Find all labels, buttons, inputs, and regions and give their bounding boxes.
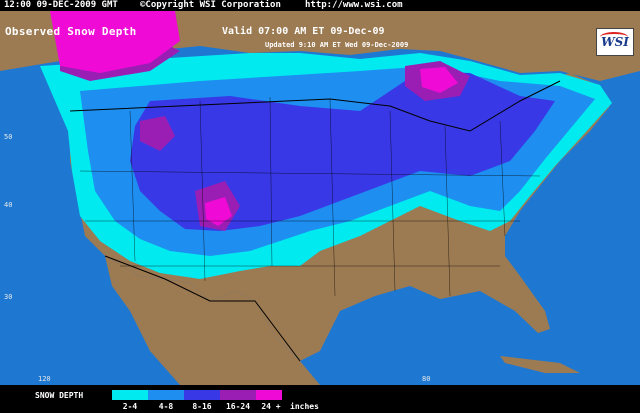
lat-label-40: 40 (4, 201, 13, 209)
header-url[interactable]: http://www.wsi.com (305, 0, 403, 10)
legend-label-4-8: 4-8 (158, 402, 174, 411)
header-bar: 12:00 09-DEC-2009 GMT ©Copyright WSI Cor… (0, 0, 640, 11)
mexico-land (105, 256, 320, 385)
snow-8-16 (130, 71, 555, 231)
map-title: Observed Snow Depth (5, 25, 137, 38)
legend-swatch-8-16 (184, 390, 220, 400)
lon-label-80: 80 (422, 375, 431, 383)
state-borders (79, 96, 541, 297)
legend: SNOW DEPTH 2-4 4-8 8-16 16-24 24 + inche… (0, 385, 640, 413)
header-timestamp: 12:00 09-DEC-2009 GMT (4, 0, 118, 10)
snow-24-plus (50, 11, 458, 226)
legend-title: SNOW DEPTH (35, 391, 84, 400)
legend-units: inches (290, 402, 319, 411)
legend-label-2-4: 2-4 (122, 402, 138, 411)
lat-label-30: 30 (4, 293, 13, 301)
us-mexico-border (104, 255, 301, 362)
lon-label-120: 120 (38, 375, 51, 383)
legend-label-16-24: 16-24 (225, 402, 251, 411)
legend-swatch-2-4 (112, 390, 148, 400)
legend-swatch-4-8 (148, 390, 184, 400)
updated-time: Updated 9:10 AM ET Wed 09-Dec-2009 (265, 41, 409, 49)
header-copyright: ©Copyright WSI Corporation (140, 0, 281, 10)
wsi-logo: WSI (596, 28, 634, 56)
snow-depth-map: Observed Snow Depth Valid 07:00 AM ET 09… (0, 11, 640, 385)
lat-label-50: 50 (4, 133, 13, 141)
map-canvas (0, 11, 640, 385)
legend-swatch-24-plus (256, 390, 282, 400)
legend-label-24-plus: 24 + (261, 402, 281, 411)
valid-time: Valid 07:00 AM ET 09-Dec-09 (222, 26, 385, 37)
legend-swatch-16-24 (220, 390, 256, 400)
cuba-land (500, 356, 580, 373)
legend-label-8-16: 8-16 (192, 402, 212, 411)
